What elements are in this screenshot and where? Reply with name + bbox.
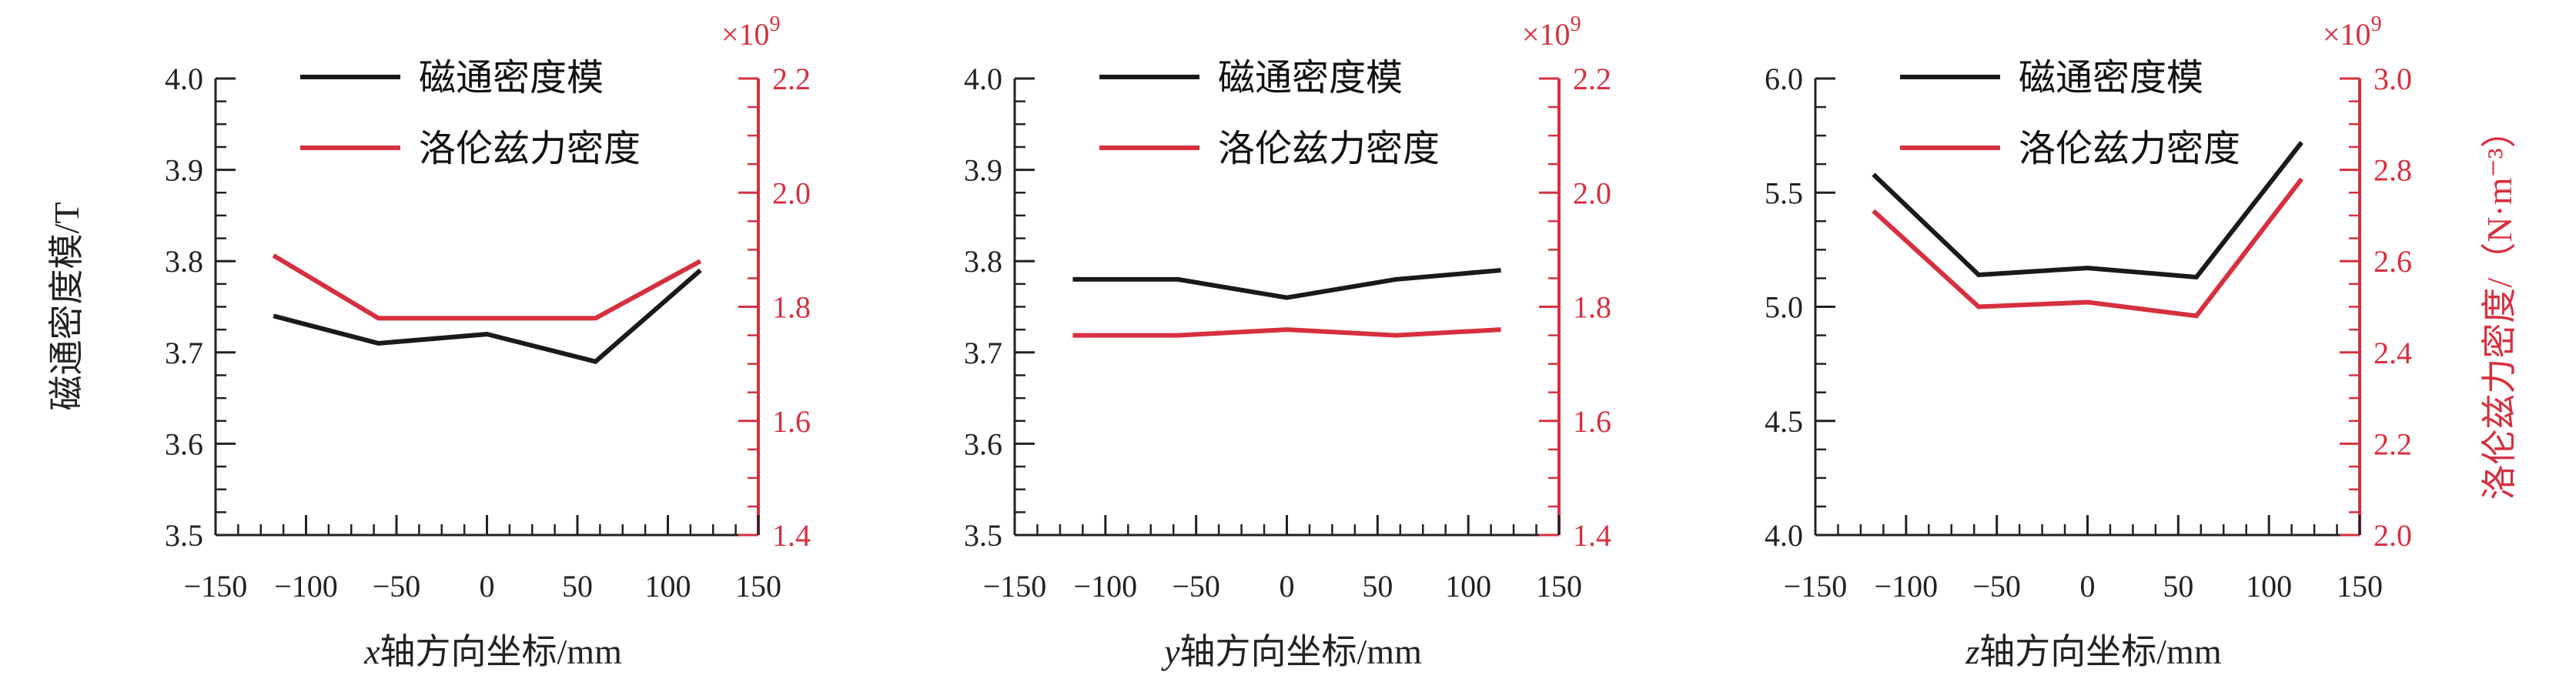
x-tick-label: 0 <box>480 569 495 604</box>
x-axis-title-axis-letter: z <box>1965 632 1979 671</box>
y-left-tick-label: 3.9 <box>964 153 1002 188</box>
y-right-tick-label: 2.0 <box>772 176 811 210</box>
x-tick-label: 100 <box>1445 569 1491 604</box>
y-axis-left-title: 磁通密度模/T <box>47 202 86 411</box>
x-tick-label: 150 <box>1536 569 1582 604</box>
x-tick-label: 0 <box>2080 569 2096 604</box>
x-axis-title-axis-letter: x <box>363 632 380 671</box>
x-tick-label: −100 <box>274 569 338 604</box>
series-line-flux-density <box>273 268 702 364</box>
y-left-tick-label: 5.5 <box>1765 176 1803 210</box>
x-tick-label: −50 <box>373 569 421 604</box>
y-left-tick-label: 5.0 <box>1765 290 1803 325</box>
y-left-tick-label: 4.0 <box>1765 518 1803 553</box>
y-left-tick-label: 4.0 <box>964 62 1002 96</box>
right-axis-multiplier: ×109 <box>1522 12 1581 52</box>
y-left-tick-label: 3.8 <box>165 244 203 279</box>
x-axis-title-text: 轴方向坐标/mm <box>380 632 623 671</box>
y-left-tick-label: 4.0 <box>165 62 203 96</box>
legend-label: 磁通密度模 <box>2019 58 2203 99</box>
x-tick-label: 0 <box>1280 569 1295 604</box>
y-right-tick-label: 1.4 <box>1573 518 1611 553</box>
multiplier-exponent: 9 <box>770 12 781 36</box>
legend-label: 洛伦兹力密度 <box>1218 129 1440 169</box>
multiplier-exponent: 9 <box>1571 12 1581 36</box>
multiplier-exponent: 9 <box>2371 12 2382 36</box>
x-axis-title-axis-letter: y <box>1161 632 1180 671</box>
y-left-tick-label: 3.5 <box>964 518 1002 553</box>
y-right-tick-label: 2.0 <box>1573 176 1611 210</box>
y-right-tick-label: 2.0 <box>2374 518 2412 553</box>
y-right-tick-label: 2.8 <box>2374 153 2412 188</box>
x-tick-label: −150 <box>983 569 1047 604</box>
right-axis-multiplier: ×109 <box>721 12 781 52</box>
x-tick-label: −150 <box>1784 569 1848 604</box>
x-tick-label: 150 <box>2337 569 2383 604</box>
x-tick-label: −100 <box>1074 569 1138 604</box>
legend-label: 磁通密度模 <box>419 58 604 99</box>
x-axis-title-text: 轴方向坐标/mm <box>1180 632 1423 671</box>
x-axis-title: x轴方向坐标/mm <box>363 632 622 671</box>
x-tick-label: 50 <box>2163 569 2193 604</box>
x-tick-label: −100 <box>1875 569 1939 604</box>
x-tick-label: 100 <box>645 569 691 604</box>
y-right-tick-label: 1.6 <box>772 404 811 439</box>
y-right-tick-label: 1.8 <box>772 290 811 325</box>
x-tick-label: −150 <box>184 569 248 604</box>
y-right-tick-label: 2.6 <box>2374 244 2412 279</box>
y-left-tick-label: 3.5 <box>165 518 203 553</box>
y-right-tick-label: 2.2 <box>2374 426 2412 461</box>
x-tick-label: 150 <box>735 569 781 604</box>
y-right-tick-label: 1.6 <box>1573 404 1611 439</box>
series-line-lorentz-force <box>1072 327 1501 338</box>
series-line-flux-density <box>1872 141 2303 280</box>
legend-label: 磁通密度模 <box>1218 58 1403 99</box>
y-left-tick-label: 3.6 <box>964 426 1002 461</box>
y-left-tick-label: 3.6 <box>165 426 203 461</box>
series-line-lorentz-force <box>272 253 702 321</box>
y-left-tick-label: 3.9 <box>165 153 203 188</box>
y-right-tick-label: 1.4 <box>772 518 811 553</box>
x-tick-label: 100 <box>2246 569 2292 604</box>
chart-panel-3: 4.0 4.5 5.0 5.5 6.0 2.0 2.2 2.4 2.6 2.8 3.0 −150 −10… <box>1765 12 2412 671</box>
y-left-tick-label: 3.8 <box>964 244 1002 279</box>
x-tick-label: −50 <box>1172 569 1220 604</box>
chart-panel-2: 3.5 3.6 3.7 3.8 3.9 4.0 1.4 1.6 1.8 2.0 2.2 −150 −10… <box>964 12 1611 671</box>
right-axis-multiplier: ×109 <box>2323 12 2382 52</box>
multiplier-base: ×10 <box>721 17 770 52</box>
y-right-tick-label: 1.8 <box>1573 290 1611 325</box>
chart-panel-1: 3.5 3.6 3.7 3.8 3.9 4.0 1.4 1.6 1.8 2.0 2.2 −150 −10… <box>165 12 811 671</box>
y-right-tick-label: 2.4 <box>2374 336 2412 370</box>
y-axis-right-title: 洛伦兹力密度/（N·m⁻³） <box>2480 112 2519 500</box>
y-left-tick-label: 6.0 <box>1765 62 1803 96</box>
y-left-tick-label: 3.7 <box>964 336 1002 370</box>
legend-label: 洛伦兹力密度 <box>2019 129 2240 169</box>
x-tick-label: −50 <box>1972 569 2021 604</box>
x-axis-title: y轴方向坐标/mm <box>1161 632 1422 671</box>
x-tick-label: 50 <box>562 569 593 604</box>
series-line-flux-density <box>1072 268 1501 300</box>
y-left-tick-label: 3.7 <box>165 336 203 370</box>
y-right-tick-label: 3.0 <box>2374 62 2412 96</box>
y-right-tick-label: 2.2 <box>1573 62 1611 96</box>
series-line-lorentz-force <box>1872 177 2303 319</box>
multiplier-base: ×10 <box>1522 17 1571 52</box>
x-axis-title: z轴方向坐标/mm <box>1965 632 2221 671</box>
x-tick-label: 50 <box>1362 569 1393 604</box>
y-left-tick-label: 4.5 <box>1765 404 1803 439</box>
y-right-tick-label: 2.2 <box>772 62 811 96</box>
x-axis-title-text: 轴方向坐标/mm <box>1979 632 2222 671</box>
legend-label: 洛伦兹力密度 <box>419 129 641 169</box>
multiplier-base: ×10 <box>2323 17 2371 52</box>
